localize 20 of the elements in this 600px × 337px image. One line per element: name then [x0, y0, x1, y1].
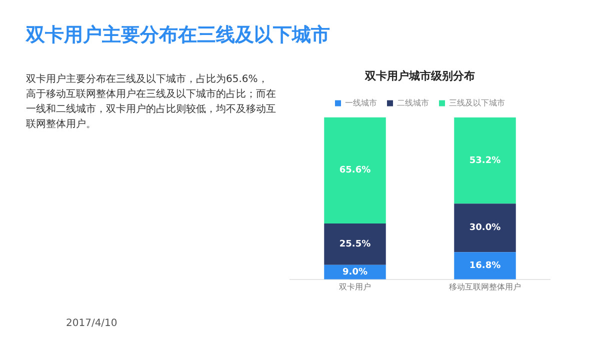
text: 双卡用户主要分布在三线及以下城市，占比为65.6%，高于移动互联网整体用户在三线及以下城市的占比；而在一线和二线城市，双卡用户的占比则较低，均不及移动互联网整体用户。	[26, 72, 276, 132]
data-label: 9.0%	[342, 267, 368, 278]
legend-label: 二线城市	[397, 98, 429, 108]
bar	[324, 117, 386, 224]
data-label: 16.8%	[469, 261, 501, 272]
data-label: 30.0%	[469, 223, 501, 234]
text: 2017/4/10	[66, 318, 118, 329]
legend-label: 一线城市	[345, 98, 377, 108]
bar	[324, 223, 386, 265]
bar	[454, 117, 516, 204]
legend-label: 三线及以下城市	[449, 98, 505, 108]
data-label: 53.2%	[469, 156, 501, 166]
chart-subtitle: 双卡用户城市级别分布	[364, 69, 475, 82]
data-label: 25.5%	[339, 240, 371, 250]
chart-title: 双卡用户主要分布在三线及以下城市	[26, 23, 330, 48]
bar	[454, 204, 516, 252]
bar	[454, 252, 516, 280]
data-label: 65.6%	[339, 166, 371, 176]
x-tick-label: 移动互联网整体用户	[449, 282, 521, 292]
x-tick-label: 双卡用户	[339, 282, 371, 292]
